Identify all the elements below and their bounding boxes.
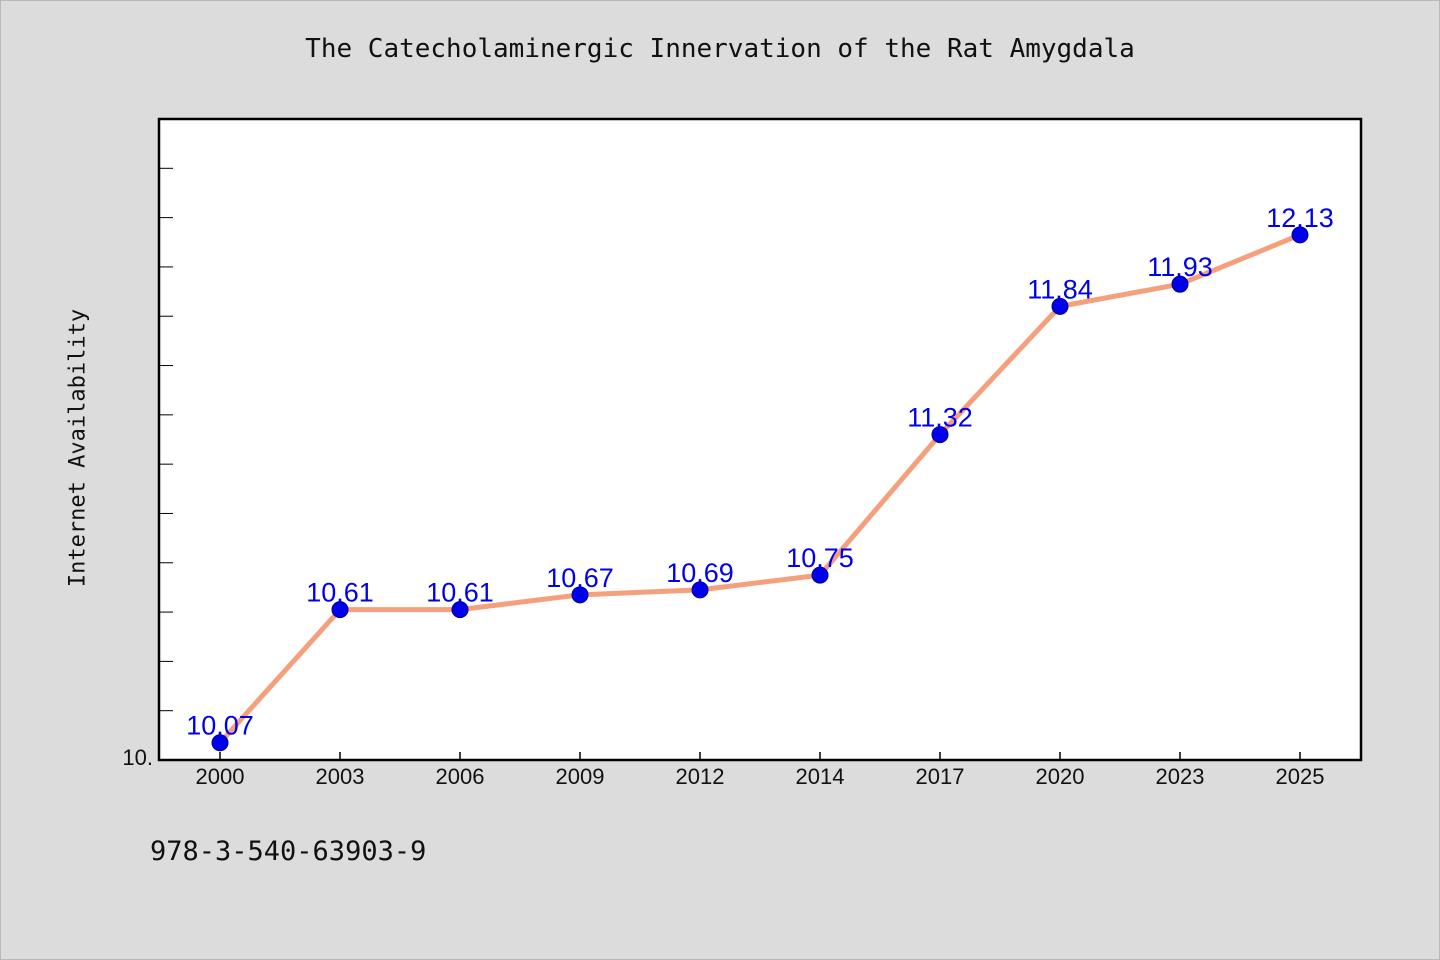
- data-label: 10.67: [546, 563, 614, 593]
- data-point: [931, 426, 949, 444]
- data-point: [451, 601, 469, 619]
- data-point: [331, 601, 349, 619]
- x-tick-label: 2017: [916, 764, 965, 789]
- data-point: [1051, 297, 1069, 315]
- x-tick-label: 2025: [1276, 764, 1325, 789]
- data-point: [571, 586, 589, 604]
- data-point: [691, 581, 709, 599]
- data-point: [811, 566, 829, 584]
- data-label: 10.61: [306, 578, 374, 608]
- x-tick-label: 2014: [796, 764, 845, 789]
- data-label: 11.32: [907, 403, 973, 433]
- data-label: 11.93: [1147, 252, 1213, 282]
- plot-area: [157, 117, 1363, 762]
- data-label: 10.75: [786, 543, 854, 573]
- data-label: 10.69: [666, 558, 734, 588]
- data-point: [1171, 275, 1189, 293]
- y-tick-label: 10.: [122, 745, 153, 770]
- data-point: [1291, 226, 1309, 244]
- data-label: 12.13: [1266, 203, 1334, 233]
- data-point: [211, 734, 229, 752]
- data-label: 11.84: [1027, 274, 1093, 304]
- x-tick-label: 2006: [436, 764, 485, 789]
- x-tick-label: 2020: [1036, 764, 1085, 789]
- x-tick-label: 2023: [1156, 764, 1205, 789]
- data-label: 10.07: [186, 711, 254, 741]
- x-tick-label: 2009: [556, 764, 605, 789]
- x-tick-label: 2000: [196, 764, 245, 789]
- footnote-isbn: 978-3-540-63903-9: [150, 836, 427, 867]
- chart-title: The Catecholaminergic Innervation of the…: [305, 34, 1135, 64]
- x-tick-label: 2012: [676, 764, 725, 789]
- series-line: [217, 232, 1303, 746]
- x-tick-label: 2003: [316, 764, 365, 789]
- data-label: 10.61: [426, 578, 494, 608]
